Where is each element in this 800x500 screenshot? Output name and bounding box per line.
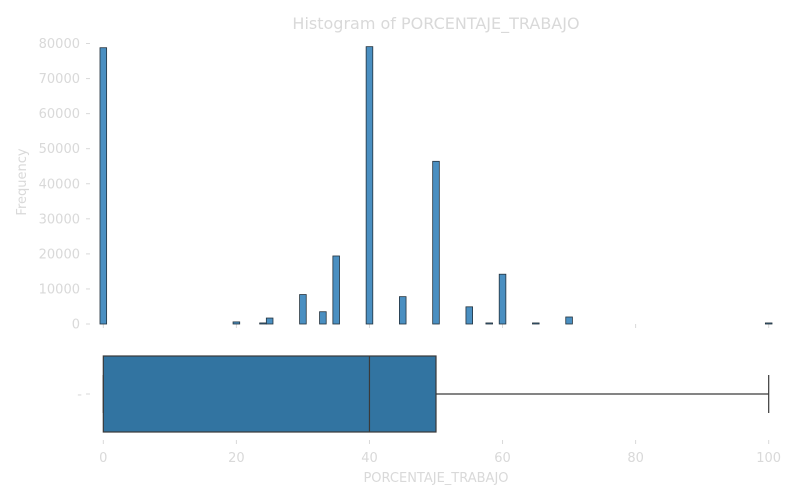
y-tick-label: 50000	[39, 142, 80, 157]
boxplot-plot: - 0 20 40 60 80 100	[77, 355, 781, 466]
y-tick-label: 20000	[39, 247, 80, 262]
x-tick-label: 60	[494, 451, 511, 466]
x-tick-label: 40	[361, 451, 378, 466]
y-axis-title: Frequency	[15, 148, 30, 215]
y-tick-label: 40000	[39, 177, 80, 192]
histogram-bar	[232, 321, 241, 325]
box-y-tick-label: -	[77, 388, 82, 403]
x-tick-label: 100	[756, 451, 781, 466]
histogram-bar	[299, 294, 307, 325]
histogram-plot: 0 10000 20000 30000 40000 50000 60000 70000 8000…	[39, 37, 773, 333]
histogram-bar	[532, 322, 540, 325]
histogram-bar	[565, 316, 573, 325]
histogram-bar	[319, 311, 327, 325]
histogram-bar	[465, 306, 473, 325]
box-iqr	[102, 355, 437, 433]
x-tick-label: 80	[627, 451, 644, 466]
histogram-bar	[259, 322, 267, 325]
histogram-bar	[498, 273, 507, 325]
histogram-bar	[332, 255, 340, 325]
histogram-bar	[365, 46, 374, 325]
y-tick-label: 70000	[39, 72, 80, 87]
y-tick-label: 80000	[39, 37, 80, 52]
histogram-bar	[432, 160, 440, 325]
y-tick-label: 60000	[39, 107, 80, 122]
y-tick-label: 10000	[39, 282, 80, 297]
x-tick-label: 20	[228, 451, 245, 466]
y-tick-label: 30000	[39, 212, 80, 227]
histogram-bar	[265, 317, 274, 325]
histogram-bar	[399, 296, 407, 325]
x-tick-label: 0	[99, 451, 107, 466]
histogram-bar	[485, 322, 493, 325]
x-axis-title: PORCENTAJE_TRABAJO	[363, 471, 508, 486]
chart-title: Histogram of PORCENTAJE_TRABAJO	[292, 14, 579, 34]
y-tick-label: 0	[72, 318, 80, 333]
histogram-bar	[99, 47, 108, 325]
histogram-bar	[764, 322, 773, 325]
